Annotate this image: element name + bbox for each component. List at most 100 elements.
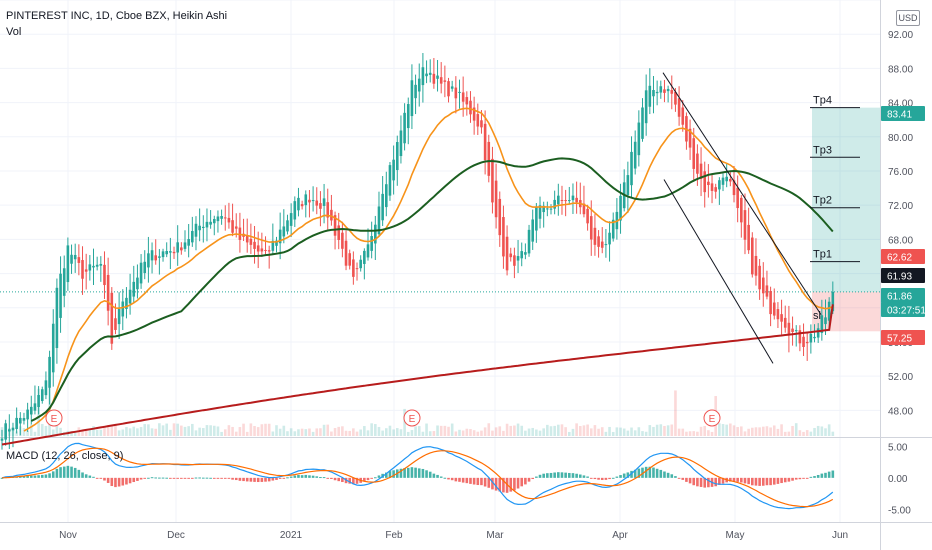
volume-bar: [136, 428, 139, 436]
macd-histogram-bar: [765, 477, 769, 486]
volume-bar: [597, 428, 600, 436]
candle-body: [802, 336, 805, 347]
candle-body: [333, 215, 337, 236]
macd-histogram-bar: [0, 477, 4, 479]
candle-body: [641, 107, 644, 139]
volume-bar: [542, 428, 545, 436]
time-tick-label: Feb: [385, 530, 403, 541]
candle-body: [699, 163, 703, 179]
candle-body: [564, 200, 567, 202]
macd-histogram-bar: [432, 473, 436, 478]
macd-histogram-bar: [509, 477, 513, 492]
price-tick-label: 68.00: [888, 235, 913, 246]
candle-body: [461, 92, 465, 102]
macd-histogram-bar: [798, 477, 802, 480]
candle-body: [355, 268, 359, 270]
volume-bar: [209, 425, 212, 436]
candle-body: [798, 330, 802, 344]
volume-bar: [117, 430, 121, 436]
macd-histogram-bar: [516, 477, 520, 489]
candle-body: [271, 240, 275, 251]
volume-bar: [84, 430, 88, 436]
volume-bar: [223, 429, 227, 436]
volume-bar: [498, 426, 502, 436]
macd-histogram-bar: [721, 477, 725, 484]
macd-histogram-bar: [641, 467, 644, 478]
macd-histogram-bar: [619, 475, 622, 478]
candle-body: [282, 226, 286, 237]
candle-body: [117, 308, 121, 325]
candle-body: [11, 427, 15, 431]
macd-histogram-bar: [648, 466, 652, 478]
macd-histogram-bar: [147, 477, 150, 479]
volume-bar: [480, 430, 483, 436]
volume-bar: [26, 430, 29, 436]
macd-histogram-bar: [571, 473, 575, 478]
volume-bar: [267, 423, 271, 436]
time-tick-label: May: [726, 530, 745, 541]
price-tick-label: 72.00: [888, 201, 913, 212]
candle-body: [77, 257, 81, 263]
price-tick-label: 80.00: [888, 133, 913, 144]
currency-badge[interactable]: USD: [896, 10, 920, 26]
macd-histogram-bar: [154, 477, 158, 479]
macd-histogram-bar: [223, 477, 227, 479]
macd-histogram-bar: [374, 477, 377, 479]
macd-histogram-bar: [813, 476, 816, 478]
macd-histogram-bar: [611, 477, 615, 479]
macd-histogram-bar: [535, 476, 538, 478]
volume-bar: [743, 431, 747, 436]
macd-histogram-bar: [557, 472, 560, 478]
volume-bar: [765, 426, 769, 436]
macd-histogram-bar: [461, 477, 465, 483]
volume-bar: [758, 427, 761, 436]
macd-histogram-bar: [780, 477, 783, 484]
volume-bar: [718, 423, 721, 436]
candle-body: [125, 297, 128, 309]
volume-bar: [593, 425, 597, 436]
macd-histogram-bar: [77, 469, 81, 478]
candle-body: [428, 72, 432, 75]
candle-body: [51, 323, 55, 373]
volume-bar: [198, 427, 201, 436]
volume-bar: [513, 425, 516, 436]
volume-bar: [326, 424, 330, 436]
candle-body: [260, 248, 264, 252]
ema-fast-line: [23, 107, 834, 432]
volume-bar: [502, 430, 505, 436]
macd-histogram-bar: [736, 477, 739, 482]
macd-histogram-bar: [747, 477, 750, 485]
candle-body: [403, 112, 406, 144]
macd-histogram-bar: [421, 468, 425, 478]
volume-bar: [220, 431, 223, 436]
candle-body: [209, 221, 212, 225]
volume-bar: [802, 431, 805, 436]
volume-bar: [289, 428, 293, 436]
candle-body: [666, 88, 670, 92]
target-label: Tp4: [813, 95, 832, 107]
earnings-circle: [403, 409, 421, 427]
volume-bar: [783, 431, 787, 436]
volume-bar: [703, 425, 707, 436]
candle-body: [674, 91, 677, 105]
candle-body: [381, 193, 384, 221]
candle-body: [414, 84, 417, 99]
candle-body: [732, 180, 736, 196]
time-tick-label: Mar: [486, 530, 504, 541]
volume-bar: [399, 429, 403, 436]
macd-histogram-bar: [772, 477, 776, 485]
candle-body: [765, 285, 769, 297]
macd-histogram-bar: [62, 466, 66, 478]
candle-body: [498, 198, 502, 236]
candle-body: [227, 217, 231, 223]
candle-body: [604, 244, 608, 246]
volume-bar: [33, 431, 37, 436]
candle-body: [516, 256, 520, 261]
volume-bar: [88, 428, 92, 436]
volume-bar: [73, 431, 77, 436]
volume-bar: [751, 427, 754, 436]
volume-bar: [395, 428, 399, 436]
price-tick-label: 48.00: [888, 406, 913, 417]
volume-bar: [359, 429, 362, 436]
